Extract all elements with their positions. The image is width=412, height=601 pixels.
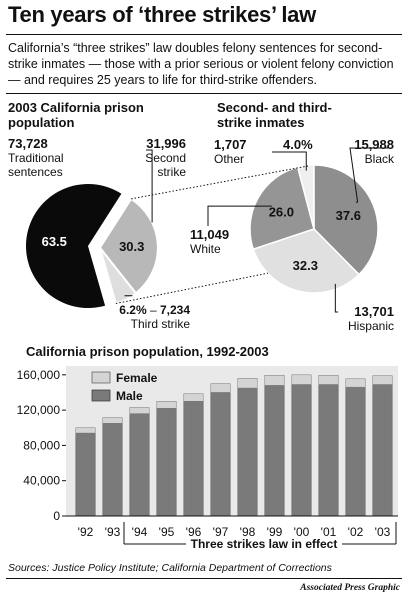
footer-rule xyxy=(6,578,402,579)
pie-label-hispanic: 32.3 xyxy=(293,258,318,273)
leader-white xyxy=(207,205,272,226)
intro-text: California’s “three strikes” law doubles… xyxy=(8,41,394,87)
bar-female xyxy=(156,401,177,409)
other-label: 1,707 Other xyxy=(214,137,247,166)
pie-slice-black xyxy=(313,164,379,276)
x-tick-label: '01 xyxy=(321,525,337,539)
sources-note: Sources: Justice Policy Institute; Calif… xyxy=(8,562,332,574)
bar-male xyxy=(129,413,150,517)
bar-female xyxy=(372,375,393,385)
pie-label-black: 37.6 xyxy=(336,208,361,223)
pie-label-white: 26.0 xyxy=(269,204,294,219)
y-tick-label: 0 xyxy=(53,509,60,523)
left-pie-title: 2003 California prison population xyxy=(8,100,144,130)
connector-bottom xyxy=(115,272,269,304)
leader-hispanic xyxy=(334,283,338,313)
y-tick-label: 80,000 xyxy=(23,438,60,452)
bar-male xyxy=(156,408,177,517)
credit-line: Associated Press Graphic xyxy=(300,583,400,593)
x-tick-label: '97 xyxy=(213,525,229,539)
bar-chart: 160,000 120,000 80,000 40,000 0 '92 '93 '94 '95 '… xyxy=(17,366,398,551)
legend-label-male: Male xyxy=(116,389,143,403)
x-tick-label: '96 xyxy=(186,525,202,539)
y-tick-label: 160,000 xyxy=(17,368,61,382)
bar-female xyxy=(318,375,339,385)
x-tick-label: '93 xyxy=(105,525,121,539)
pie-slice-other xyxy=(296,164,315,230)
bar-female xyxy=(75,427,96,434)
bar-female xyxy=(210,383,231,393)
bar-chart-title: California prison population, 1992-2003 xyxy=(26,344,269,359)
bar-female xyxy=(129,407,150,414)
leader-other xyxy=(272,151,307,171)
pie-label-second-strike: 30.3 xyxy=(119,239,144,254)
x-tick-label: '94 xyxy=(132,525,148,539)
bar-male xyxy=(318,384,339,517)
legend-swatch-female xyxy=(91,371,111,384)
bar-male xyxy=(210,392,231,517)
intro-rule xyxy=(6,93,402,94)
bar-female xyxy=(237,378,258,389)
traditional-label: 73,728 Traditional sentences xyxy=(8,136,64,179)
x-tick-label: '02 xyxy=(348,525,364,539)
legend-label-female: Female xyxy=(116,371,158,385)
pie-charts: 63.5 30.3 37.6 32.3 26.0 xyxy=(25,147,388,313)
bar-male xyxy=(264,385,285,517)
pie-slice-traditional xyxy=(25,183,122,308)
bracket-label-bg xyxy=(186,536,342,550)
pie-slice-white xyxy=(249,166,315,251)
second-strike-label: 31,996 Second strike xyxy=(145,136,186,179)
legend-swatch-male xyxy=(91,389,111,402)
hispanic-label: 13,701 Hispanic xyxy=(347,304,394,333)
bar-female xyxy=(183,393,204,402)
y-tick-label: 120,000 xyxy=(17,403,61,417)
bar-female xyxy=(345,378,366,388)
bar-female xyxy=(264,375,285,386)
pie-label-traditional: 63.5 xyxy=(42,234,67,249)
leader-second-strike xyxy=(146,149,153,223)
x-tick-label: '95 xyxy=(159,525,175,539)
other-pct-label: 4.0% xyxy=(283,137,313,152)
leader-black-2 xyxy=(349,147,388,203)
bar-male xyxy=(102,423,123,517)
right-pie-title: Second- and third- strike inmates xyxy=(217,100,332,130)
bar-female xyxy=(102,417,123,424)
page-title: Ten years of ‘three strikes’ law xyxy=(8,2,316,27)
x-tick-label: '00 xyxy=(294,525,310,539)
bar-male xyxy=(345,386,366,517)
x-tick-label: '03 xyxy=(375,525,391,539)
third-strike-label: 6.2% – 7,234 Third strike xyxy=(119,303,190,331)
pie-slice-hispanic xyxy=(252,228,361,294)
bracket-label: Three strikes law in effect xyxy=(191,537,338,551)
bar-male xyxy=(183,401,204,517)
bar-male xyxy=(291,384,312,517)
pie-slice-second-strike xyxy=(98,197,159,295)
y-tick-label: 40,000 xyxy=(23,474,60,488)
bar-male xyxy=(237,387,258,517)
bar-male xyxy=(372,384,393,517)
x-tick-label: '92 xyxy=(78,525,94,539)
title-rule xyxy=(6,34,402,35)
x-tick-label: '98 xyxy=(240,525,256,539)
x-tick-label: '99 xyxy=(267,525,283,539)
bar-female xyxy=(291,374,312,385)
white-label: 11,049 White xyxy=(190,227,230,256)
bar-male xyxy=(75,432,96,517)
